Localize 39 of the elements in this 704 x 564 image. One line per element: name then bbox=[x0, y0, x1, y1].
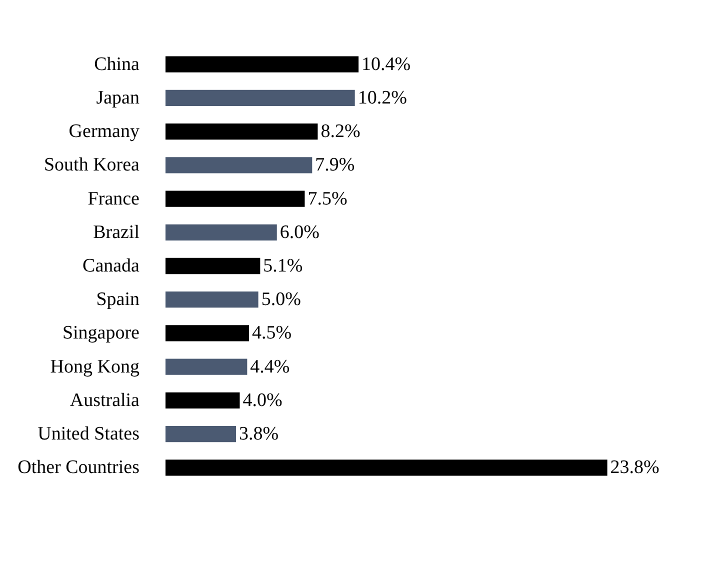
y-tick-label: Other Countries bbox=[18, 457, 140, 478]
bar bbox=[166, 392, 240, 409]
data-label: 6.0% bbox=[280, 222, 320, 243]
y-tick-label: Australia bbox=[70, 390, 140, 411]
data-label: 7.9% bbox=[315, 154, 355, 176]
data-label: 10.2% bbox=[358, 87, 408, 108]
data-label: 8.2% bbox=[320, 121, 360, 142]
data-label: 5.0% bbox=[261, 289, 302, 310]
data-label: 4.5% bbox=[252, 322, 292, 344]
bar bbox=[166, 224, 277, 240]
y-tick-label: China bbox=[94, 54, 140, 75]
bar bbox=[166, 426, 236, 442]
y-tick-label: Germany bbox=[68, 121, 140, 142]
y-tick-label: France bbox=[88, 188, 140, 210]
y-tick-label: United States bbox=[38, 424, 140, 445]
data-label: 4.4% bbox=[250, 356, 290, 378]
y-tick-label: Canada bbox=[82, 256, 140, 276]
bar bbox=[166, 258, 260, 274]
bar bbox=[166, 56, 359, 72]
data-label: 3.8% bbox=[239, 424, 279, 445]
y-tick-label: South Korea bbox=[44, 154, 140, 176]
bar bbox=[166, 325, 250, 342]
y-tick-label: Spain bbox=[96, 289, 140, 310]
bar bbox=[166, 123, 318, 140]
bar bbox=[166, 90, 355, 106]
data-label: 10.4% bbox=[362, 54, 411, 75]
bar bbox=[166, 190, 305, 207]
y-tick-label: Japan bbox=[96, 87, 140, 108]
data-label: 23.8% bbox=[610, 457, 660, 478]
data-label: 5.1% bbox=[263, 256, 303, 276]
bar bbox=[166, 358, 248, 375]
bar bbox=[166, 157, 312, 174]
data-label: 7.5% bbox=[308, 188, 348, 210]
data-label: 4.0% bbox=[242, 390, 283, 411]
bar bbox=[166, 292, 258, 308]
y-tick-label: Singapore bbox=[62, 322, 140, 344]
bar bbox=[166, 460, 608, 476]
y-tick-label: Hong Kong bbox=[50, 356, 140, 378]
y-tick-label: Brazil bbox=[93, 222, 140, 243]
